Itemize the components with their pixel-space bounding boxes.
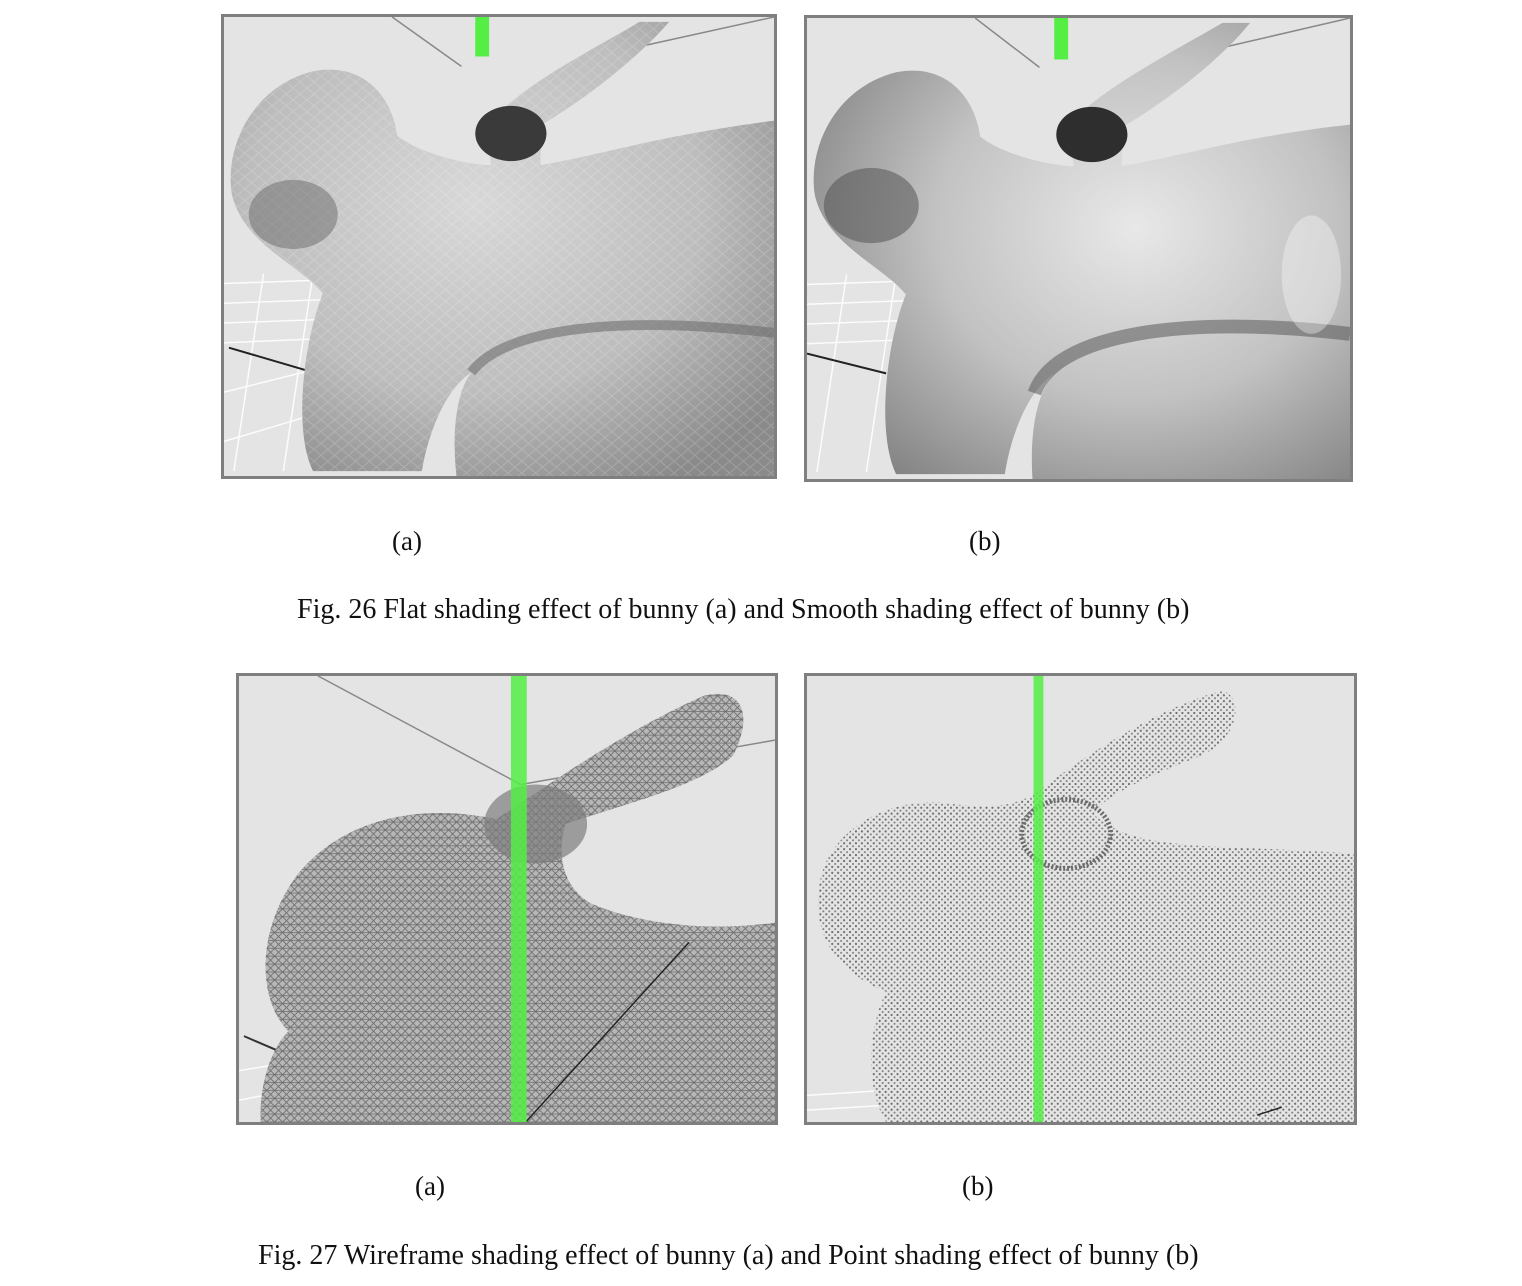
fig27-panel-a-wireframe-render [236, 673, 778, 1125]
point-bunny-image [807, 676, 1354, 1122]
fig26-panel-a-flat-render [221, 14, 777, 479]
fig27-caption: Fig. 27 Wireframe shading effect of bunn… [258, 1240, 1199, 1271]
fig26-label-b: (b) [969, 526, 1001, 556]
wireframe-bunny-image [239, 676, 775, 1122]
flat-bunny-image [224, 17, 774, 476]
fig26-panel-b-smooth-render [804, 15, 1353, 482]
fig26-label-a: (a) [392, 526, 422, 556]
fig27-label-a: (a) [415, 1171, 445, 1201]
smooth-bunny-image [807, 18, 1350, 479]
fig27-label-b: (b) [962, 1171, 994, 1201]
fig26-caption: Fig. 26 Flat shading effect of bunny (a)… [297, 594, 1190, 625]
fig27-panel-b-point-render [804, 673, 1357, 1125]
